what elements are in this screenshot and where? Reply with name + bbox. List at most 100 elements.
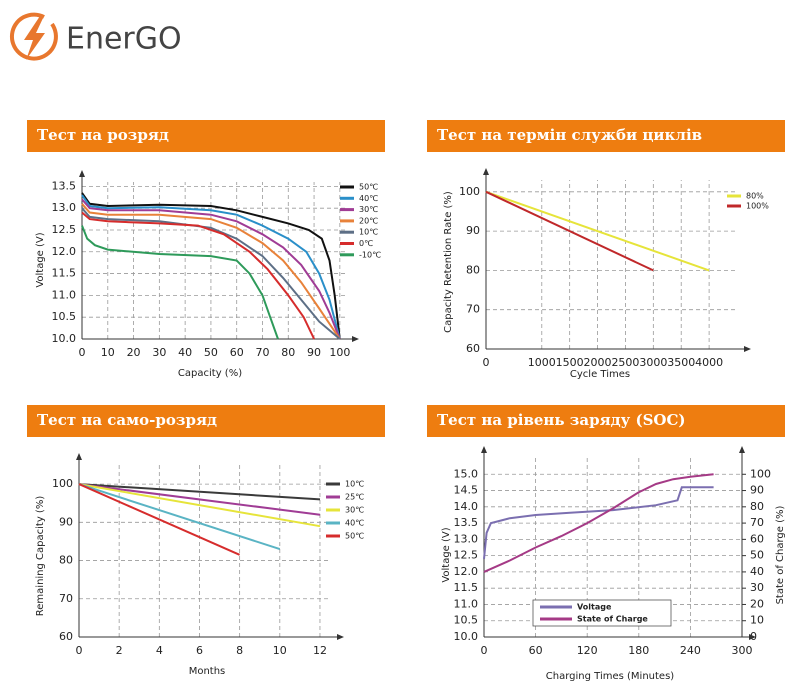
y-tick-label: 12.0 xyxy=(52,245,77,258)
axis-arrow xyxy=(749,634,756,640)
x-tick-label: 3500 xyxy=(667,356,695,369)
series-line xyxy=(483,473,714,573)
series-line xyxy=(81,203,341,340)
series-line xyxy=(81,198,341,340)
x-tick-label: 1500 xyxy=(556,356,584,369)
y-tick-label: 70 xyxy=(466,303,480,316)
y-axis-label: Remaining Capacity (%) xyxy=(35,496,46,617)
logo-ring xyxy=(9,12,58,61)
x-tick-label: 120 xyxy=(577,644,598,657)
header-bar xyxy=(27,120,385,152)
legend-label: -10℃ xyxy=(359,250,381,259)
legend-label: 10℃ xyxy=(345,480,364,489)
chart-title: Тест на розряд xyxy=(37,126,169,144)
x-tick-label: 4 xyxy=(156,644,163,657)
y-tick-label: 60 xyxy=(466,342,480,355)
legend-label: 50℃ xyxy=(359,183,378,192)
legend-label: 20℃ xyxy=(359,216,378,225)
y-tick-label: 100 xyxy=(52,477,73,490)
series-line xyxy=(78,483,321,516)
x-tick-label: 240 xyxy=(680,644,701,657)
logo-bolt xyxy=(24,16,45,60)
chart-title: Тест на само-розряд xyxy=(37,411,217,429)
x-tick-label: 30 xyxy=(152,346,166,359)
x-axis-label: Charging Times (Minutes) xyxy=(546,671,675,682)
y-tick-label: 10.5 xyxy=(454,614,479,627)
series-line xyxy=(81,207,341,340)
x-tick-label: 3000 xyxy=(639,356,667,369)
chart-title: Тест на термін служби циклів xyxy=(437,126,702,144)
header-bar xyxy=(27,405,385,437)
y-tick-label: 15.0 xyxy=(454,467,479,480)
axis-arrow xyxy=(744,346,751,352)
x-tick-label: 180 xyxy=(628,644,649,657)
x-tick-label: 0 xyxy=(79,346,86,359)
legend-label: Voltage xyxy=(577,603,612,612)
legend-label: 40℃ xyxy=(359,194,378,203)
y-tick-label: 11.0 xyxy=(454,597,479,610)
series-line xyxy=(81,225,279,340)
legend-label: 30℃ xyxy=(359,205,378,214)
x-tick-label: 8 xyxy=(236,644,243,657)
x-tick-label: 60 xyxy=(230,346,244,359)
x-tick-label: 10 xyxy=(273,644,287,657)
legend-label: 25℃ xyxy=(345,493,364,502)
x-tick-label: 1000 xyxy=(528,356,556,369)
y-tick-label: 13.5 xyxy=(52,179,77,192)
y-tick-label: 70 xyxy=(59,592,73,605)
axis-arrow xyxy=(337,634,344,640)
legend-label: 40℃ xyxy=(345,519,364,528)
axis-arrow xyxy=(79,170,85,177)
x-axis-label: Months xyxy=(189,666,226,677)
axis-arrow xyxy=(481,446,487,453)
y-tick-label: 60 xyxy=(59,630,73,643)
legend-box xyxy=(532,599,672,627)
series-line xyxy=(78,483,321,528)
y2-tick-label: 40 xyxy=(750,565,764,578)
axis-arrow xyxy=(739,446,745,453)
y-tick-label: 10.5 xyxy=(52,310,77,323)
y2-tick-label: 70 xyxy=(750,516,764,529)
series-line xyxy=(485,190,654,272)
chart-title: Тест на рівень заряду (SOC) xyxy=(437,411,686,429)
x-tick-label: 50 xyxy=(204,346,218,359)
y-tick-label: 12.0 xyxy=(454,565,479,578)
x-tick-label: 40 xyxy=(178,346,192,359)
y-axis-label: Voltage (V) xyxy=(441,527,452,582)
y2-tick-label: 20 xyxy=(750,597,764,610)
logo-icon xyxy=(9,12,58,61)
x-tick-label: 100 xyxy=(329,346,350,359)
axis-arrow xyxy=(483,168,489,175)
legend-label: 80% xyxy=(746,192,764,201)
y-tick-label: 80 xyxy=(59,554,73,567)
x-axis-label: Capacity (%) xyxy=(178,368,242,379)
y2-axis-label: State of Charge (%) xyxy=(775,505,786,604)
legend-label: State of Charge xyxy=(577,615,648,624)
x-tick-label: 60 xyxy=(529,644,543,657)
y-tick-label: 14.0 xyxy=(454,500,479,513)
y2-tick-label: 80 xyxy=(750,500,764,513)
series-line xyxy=(78,483,321,501)
y2-tick-label: 60 xyxy=(750,532,764,545)
y-tick-label: 13.0 xyxy=(454,532,479,545)
axis-arrow xyxy=(76,453,82,460)
x-axis-label: Cycle Times xyxy=(570,369,630,380)
x-tick-label: 300 xyxy=(732,644,753,657)
axis-arrow xyxy=(352,336,359,342)
series-line xyxy=(81,192,341,340)
y-tick-label: 13.0 xyxy=(52,201,77,214)
y-axis-label: Capacity Retention Rate (%) xyxy=(443,191,454,333)
y-tick-label: 90 xyxy=(59,515,73,528)
series-line xyxy=(78,483,241,556)
y-tick-label: 12.5 xyxy=(454,549,479,562)
x-tick-label: 12 xyxy=(313,644,327,657)
y-tick-label: 10.0 xyxy=(454,630,479,643)
series-line xyxy=(78,483,281,551)
y2-tick-label: 10 xyxy=(750,614,764,627)
y-tick-label: 12.5 xyxy=(52,223,77,236)
y-tick-label: 13.5 xyxy=(454,516,479,529)
x-tick-label: 4000 xyxy=(695,356,723,369)
legend-label: 50℃ xyxy=(345,532,364,541)
x-tick-label: 2 xyxy=(116,644,123,657)
